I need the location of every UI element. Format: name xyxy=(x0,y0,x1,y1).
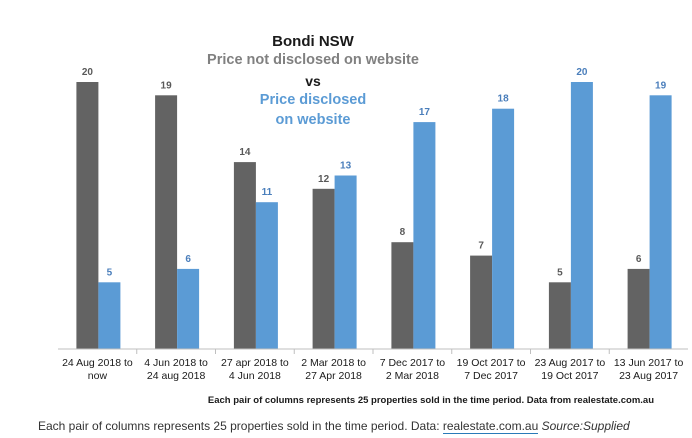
data-label-disclosed-0: 5 xyxy=(107,267,113,278)
data-label-not-disclosed-7: 6 xyxy=(636,254,642,265)
x-tick-label-2-0: 27 apr 2018 to xyxy=(221,357,289,369)
legend-series1-label: Price not disclosed on website xyxy=(207,52,419,68)
x-tick-label-2-1: 4 Jun 2018 xyxy=(229,370,281,382)
x-tick-label-3-0: 2 Mar 2018 to xyxy=(301,357,366,369)
x-tick-label-6-1: 19 Oct 2017 xyxy=(541,370,598,382)
bar-disclosed-4 xyxy=(413,122,436,349)
bar-not-disclosed-7 xyxy=(627,268,650,349)
bar-not-disclosed-4 xyxy=(391,242,414,349)
data-label-disclosed-6: 20 xyxy=(576,67,588,78)
x-tick-label-7-0: 13 Jun 2017 to xyxy=(614,357,684,369)
data-label-not-disclosed-4: 8 xyxy=(400,227,406,238)
caption-source: Source:Supplied xyxy=(541,419,630,433)
chart-frame: Bondi NSW Price not disclosed on website… xyxy=(58,33,688,406)
x-tick-label-0-0: 24 Aug 2018 to xyxy=(62,357,133,369)
bar-not-disclosed-5 xyxy=(470,255,493,350)
x-tick-label-7-1: 23 Aug 2017 xyxy=(619,370,678,382)
x-tick-label-1-0: 4 Jun 2018 to xyxy=(144,357,208,369)
chart-title: Bondi NSW xyxy=(272,33,354,50)
data-label-disclosed-1: 6 xyxy=(185,254,191,265)
x-tick-label-4-0: 7 Dec 2017 to xyxy=(380,357,446,369)
chart-footnote: Each pair of columns represents 25 prope… xyxy=(208,395,654,406)
bar-disclosed-1 xyxy=(177,268,200,349)
image-caption: Each pair of columns represents 25 prope… xyxy=(38,419,688,434)
bar-disclosed-2 xyxy=(255,202,278,349)
bar-disclosed-5 xyxy=(492,108,515,349)
bar-not-disclosed-3 xyxy=(312,188,335,349)
data-label-disclosed-2: 11 xyxy=(262,187,273,198)
data-label-not-disclosed-5: 7 xyxy=(478,241,484,252)
bar-disclosed-3 xyxy=(334,175,357,349)
data-label-disclosed-3: 13 xyxy=(340,161,352,172)
bar-not-disclosed-1 xyxy=(155,95,178,349)
data-label-not-disclosed-6: 5 xyxy=(557,267,563,278)
bar-not-disclosed-2 xyxy=(233,162,256,349)
x-tick-label-4-1: 2 Mar 2018 xyxy=(386,370,439,382)
x-tick-label-6-0: 23 Aug 2017 to xyxy=(535,357,606,369)
x-tick-label-0-1: now xyxy=(88,370,108,382)
x-tick-label-5-0: 19 Oct 2017 to xyxy=(457,357,526,369)
bar-chart: Bondi NSW Price not disclosed on website… xyxy=(58,33,688,406)
x-tick-label-1-1: 24 aug 2018 xyxy=(147,370,206,382)
data-label-not-disclosed-1: 19 xyxy=(161,80,173,91)
data-label-not-disclosed-2: 14 xyxy=(239,147,251,158)
bar-disclosed-6 xyxy=(570,82,593,349)
x-tick-label-5-1: 7 Dec 2017 xyxy=(464,370,518,382)
data-label-disclosed-4: 17 xyxy=(419,107,431,118)
data-label-disclosed-5: 18 xyxy=(498,94,510,105)
bar-not-disclosed-6 xyxy=(548,282,571,350)
legend-series2-label-line1: Price disclosed xyxy=(260,92,366,108)
caption-link[interactable]: realestate.com.au xyxy=(442,419,539,434)
data-label-not-disclosed-3: 12 xyxy=(318,174,330,185)
data-label-not-disclosed-0: 20 xyxy=(82,67,94,78)
bar-disclosed-0 xyxy=(98,282,121,350)
legend-series2-label-line2: on website xyxy=(276,112,351,128)
bar-disclosed-7 xyxy=(649,95,672,349)
legend-vs-label: vs xyxy=(305,73,321,89)
caption-text: Each pair of columns represents 25 prope… xyxy=(38,419,440,433)
x-tick-label-3-1: 27 Apr 2018 xyxy=(305,370,362,382)
data-label-disclosed-7: 19 xyxy=(655,80,667,91)
bar-not-disclosed-0 xyxy=(76,82,99,349)
